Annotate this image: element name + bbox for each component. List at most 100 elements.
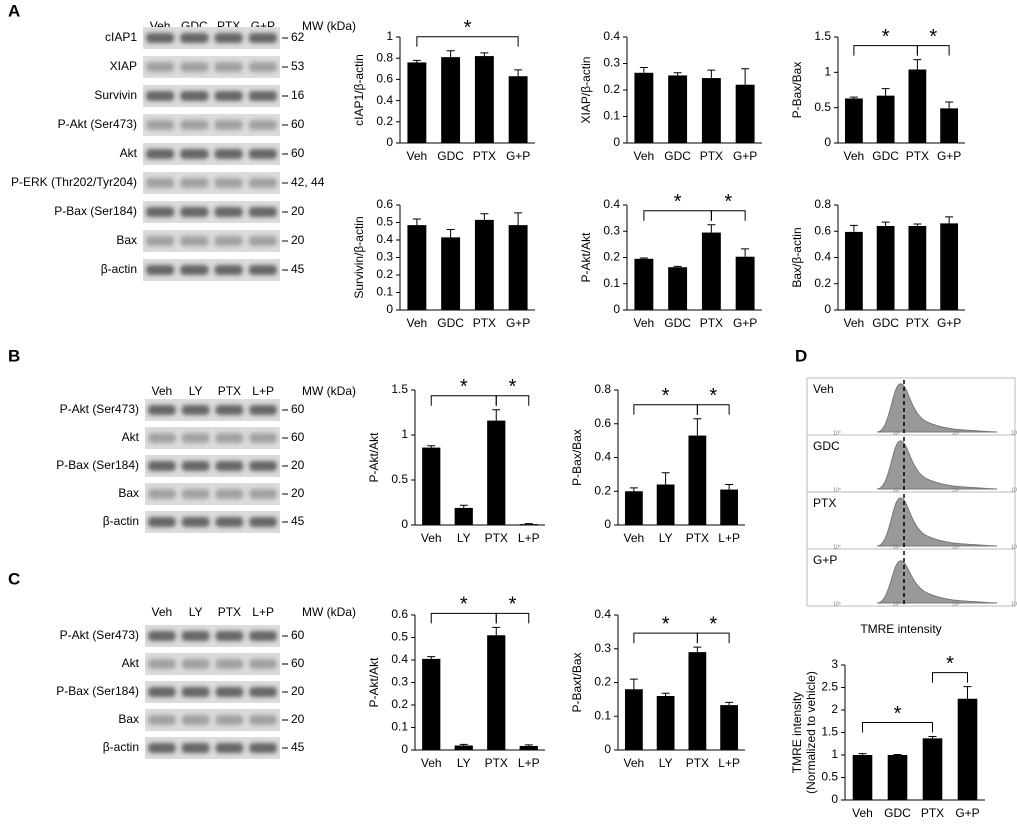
error-bar [849,96,858,99]
y-tick-label: 0.1 [603,276,620,290]
y-tick-label: 1.5 [814,29,831,43]
bar [634,258,654,310]
error-bar [707,69,716,79]
y-tick-label: 0.5 [391,472,408,486]
blot-strip [143,230,280,252]
mw-label: 60 [291,656,305,670]
blot-band [248,149,277,159]
blot-band [248,120,277,130]
blot-band [180,149,209,159]
panel-label: C [8,569,20,588]
x-tick-label: GDC [884,806,911,820]
blot-band [248,207,277,217]
hist-tick-label: 10² [952,601,960,607]
bar [852,755,873,800]
significance-label: * [460,594,468,616]
mw-label: 20 [291,233,305,247]
y-tick-label: 1 [401,427,408,441]
lane-label: Veh [152,605,173,619]
blot-band [180,91,209,101]
y-tick-label: 2.5 [821,680,838,694]
y-tick-label: 0.4 [594,450,611,464]
y-axis-label: (Normalized to vehicle) [804,671,818,794]
x-tick-label: L+P [718,756,740,770]
blot-band [248,265,277,275]
y-tick-label: 3 [831,657,838,671]
bar [422,658,441,750]
significance-label: * [724,191,732,213]
y-tick-label: 0.2 [814,276,831,290]
x-tick-label: GDC [872,149,899,163]
blot-band [248,91,277,101]
y-tick-label: 0.6 [391,607,408,621]
y-tick-label: 0 [831,792,838,806]
x-tick-label: G+P [733,149,757,163]
error-bar [881,88,890,96]
x-tick-label: PTX [473,149,496,163]
y-axis-label: P-Akt/Akt [367,657,381,708]
hist-tick-label: 10¹ [893,487,901,493]
blot-band [181,743,210,753]
protein-label: P-Bax (Ser184) [54,204,137,218]
blot-band [148,687,176,697]
y-tick-label: 0.3 [603,223,620,237]
protein-label: β-actin [103,740,139,754]
mw-label: 20 [291,684,305,698]
blot-band [181,631,210,641]
x-tick-label: L+P [718,531,740,545]
blot-band [214,265,243,275]
y-tick-label: 2 [831,702,838,716]
bar [441,237,461,310]
error-bar [661,472,670,485]
y-tick-label: 0.3 [594,641,611,655]
significance-label: * [894,703,902,725]
hist-curve [876,560,998,604]
blot-band [215,631,244,641]
x-tick-label: G+P [506,149,530,163]
bar [407,225,427,310]
y-axis-label: P-Baxt/Bax [570,652,584,712]
error-bar [446,229,455,238]
y-tick-label: 0 [613,302,620,316]
y-tick-label: 0.4 [391,652,408,666]
hist-tick-label: 10¹ [893,544,901,550]
hist-frame [806,548,1016,607]
x-tick-label: GDC [872,316,899,330]
blot-band [146,91,175,101]
significance-label: * [709,385,717,407]
protein-label: β-actin [103,514,139,528]
protein-label: P-Bax (Ser184) [56,684,139,698]
significance-bracket [710,210,746,221]
blot-band [215,405,244,415]
blot-band [249,631,277,641]
blot-band [146,149,175,159]
bar [701,78,721,143]
bar [668,267,688,310]
y-tick-label: 0.4 [594,607,611,621]
error-bar [412,59,421,63]
significance-bracket [416,36,519,47]
bar [922,738,943,800]
bar [624,491,643,525]
mw-label: 62 [291,30,305,44]
significance-label: * [946,653,954,675]
blot-band [215,489,244,499]
blot-band [249,743,277,753]
error-bar [881,221,890,226]
x-tick-label: Veh [421,531,442,545]
x-tick-label: Veh [852,806,873,820]
mw-label: 16 [291,88,305,102]
blot-band [215,687,244,697]
significance-bracket [932,672,968,683]
y-tick-label: 0 [604,742,611,756]
mw-label: 60 [291,146,305,160]
x-tick-label: GDC [664,316,691,330]
y-tick-label: 1.5 [391,382,408,396]
hist-tick-label: 10³ [1011,544,1017,550]
y-tick-label: 0.4 [376,93,393,107]
error-bar [741,248,750,257]
hist-tick-label: 10⁰ [833,601,841,607]
bar [656,484,675,525]
error-bar [673,265,682,268]
